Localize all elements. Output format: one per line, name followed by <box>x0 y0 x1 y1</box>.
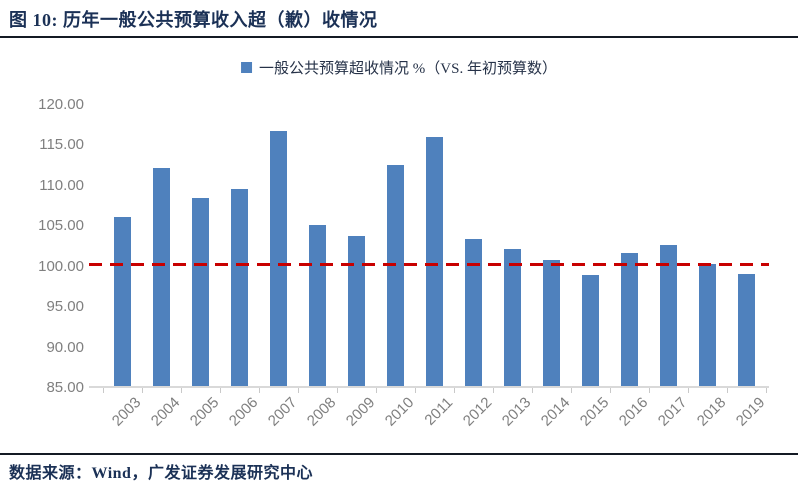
y-axis: 120.00 115.00 110.00 105.00 100.00 95.00 90.00… <box>0 97 84 396</box>
x-tick-label-2008: 2008 <box>303 394 340 430</box>
plot-area: 2003 2004 2005 2006 2007 2008 2009 2010 2011 2012… <box>89 103 769 430</box>
x-axis-tick <box>532 388 533 393</box>
bar-2014 <box>543 259 560 386</box>
x-axis-tick <box>688 388 689 393</box>
x-axis-tick <box>376 388 377 393</box>
bar-2016 <box>621 252 638 386</box>
figure-title: 图 10: 历年一般公共预算收入超（歉）收情况 <box>9 10 378 30</box>
x-axis-tick <box>298 388 299 393</box>
bar-slot-2005 <box>181 103 220 386</box>
bar-slot-2014 <box>532 103 571 386</box>
bar-slot-2003 <box>103 103 142 386</box>
x-tick-label-2016: 2016 <box>615 394 652 430</box>
bar-slot-2011 <box>415 103 454 386</box>
bar-2015 <box>582 275 599 386</box>
bar-slot-2018 <box>688 103 727 386</box>
bar-slot-2015 <box>571 103 610 386</box>
x-tick-label-2012: 2012 <box>459 394 496 430</box>
bar-slot-2008 <box>298 103 337 386</box>
x-axis-tick <box>103 388 104 393</box>
x-tick-label-2019: 2019 <box>732 394 769 430</box>
x-axis-tick <box>493 388 494 393</box>
x-tick-label-2004: 2004 <box>147 394 184 430</box>
x-axis-tick <box>259 388 260 393</box>
x-axis-tick <box>649 388 650 393</box>
legend-series-label: 一般公共预算超收情况 %（VS. 年初预算数） <box>259 61 557 77</box>
x-axis-tick <box>454 388 455 393</box>
reference-line-100 <box>89 263 769 267</box>
bar-slot-2009 <box>337 103 376 386</box>
x-axis-tick <box>415 388 416 393</box>
bar-2017 <box>660 245 677 386</box>
bar-slot-2017 <box>649 103 688 386</box>
bar-2013 <box>504 248 521 386</box>
bar-2007 <box>270 131 287 386</box>
bar-2011 <box>426 136 443 386</box>
bar-2010 <box>387 165 404 386</box>
x-axis-tick <box>610 388 611 393</box>
x-tick-label-2017: 2017 <box>654 394 691 430</box>
bar-slot-2007 <box>259 103 298 386</box>
y-tick-label-85: 85.00 <box>46 379 84 396</box>
x-tick-label-2014: 2014 <box>537 394 574 430</box>
y-tick-label-100: 100.00 <box>38 257 84 275</box>
x-tick-label-2018: 2018 <box>693 394 730 430</box>
y-tick-label-120: 120.00 <box>38 96 84 113</box>
bar-slot-2004 <box>142 103 181 386</box>
y-tick-label-105: 105.00 <box>38 217 84 235</box>
data-source-note: 数据来源：Wind，广发证券发展研究中心 <box>9 465 313 482</box>
x-tick-label-2015: 2015 <box>576 394 613 430</box>
x-axis-tick <box>220 388 221 393</box>
x-tick-label-2006: 2006 <box>225 394 262 430</box>
x-tick-label-2009: 2009 <box>342 394 379 430</box>
x-tick-label-2007: 2007 <box>264 394 301 430</box>
x-tick-label-2010: 2010 <box>381 394 418 430</box>
bar-2003 <box>114 217 131 386</box>
bar-slot-2006 <box>220 103 259 386</box>
x-tick-label-2005: 2005 <box>186 394 223 430</box>
y-tick-label-115: 115.00 <box>39 136 84 154</box>
x-axis-tick <box>337 388 338 393</box>
bar-2004 <box>153 167 170 386</box>
x-axis-tick <box>727 388 728 393</box>
legend-series-marker-icon <box>241 62 253 73</box>
bar-slot-2012 <box>454 103 493 386</box>
bar-2019 <box>738 273 755 386</box>
y-tick-label-90: 90.00 <box>46 338 84 356</box>
legend: 一般公共预算超收情况 %（VS. 年初预算数） <box>241 57 557 78</box>
x-axis-tick <box>181 388 182 393</box>
y-tick-label-110: 110.00 <box>39 176 84 194</box>
bar-2012 <box>465 238 482 386</box>
bar-slot-2016 <box>610 103 649 386</box>
x-axis-tick <box>571 388 572 393</box>
x-tick-label-2003: 2003 <box>108 394 145 430</box>
bar-2009 <box>348 236 365 386</box>
bar-2005 <box>192 198 209 386</box>
y-tick-label-95: 95.00 <box>46 298 84 316</box>
bar-slot-2013 <box>493 103 532 386</box>
bar-slot-2019 <box>727 103 766 386</box>
x-axis-tick <box>142 388 143 393</box>
x-axis-tick <box>766 388 767 393</box>
footer-divider <box>0 453 798 455</box>
bar-series <box>103 103 766 386</box>
title-divider <box>0 36 798 38</box>
bar-slot-2010 <box>376 103 415 386</box>
x-tick-label-2011: 2011 <box>421 394 457 429</box>
bar-2018 <box>699 263 716 386</box>
x-tick-label-2013: 2013 <box>498 394 535 430</box>
bar-2008 <box>309 225 326 386</box>
bar-2006 <box>231 188 248 386</box>
